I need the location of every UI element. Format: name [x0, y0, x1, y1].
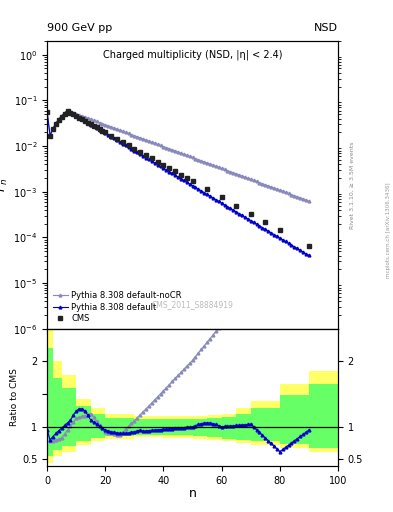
- CMS: [155, 159, 160, 165]
- CMS: [88, 121, 93, 127]
- CMS: [57, 117, 61, 123]
- CMS: [51, 126, 55, 132]
- CMS: [100, 127, 105, 134]
- Pythia 8.308 default: [115, 137, 119, 143]
- CMS: [234, 203, 239, 209]
- CMS: [126, 142, 131, 148]
- CMS: [94, 124, 99, 131]
- Pythia 8.308 default-noCR: [45, 109, 50, 115]
- CMS: [120, 139, 125, 145]
- Text: NSD: NSD: [314, 23, 338, 33]
- Pythia 8.308 default: [80, 116, 84, 122]
- CMS: [45, 109, 50, 115]
- Y-axis label: $P_n$: $P_n$: [0, 178, 11, 192]
- Pythia 8.308 default-noCR: [115, 126, 119, 132]
- CMS: [71, 112, 76, 118]
- CMS: [65, 108, 70, 114]
- Pythia 8.308 default-noCR: [269, 184, 274, 190]
- Text: mcplots.cern.ch [arXiv:1306.3436]: mcplots.cern.ch [arXiv:1306.3436]: [386, 183, 391, 278]
- CMS: [83, 118, 87, 124]
- CMS: [219, 195, 224, 201]
- CMS: [68, 110, 73, 116]
- Legend: Pythia 8.308 default-noCR, Pythia 8.308 default, CMS: Pythia 8.308 default-noCR, Pythia 8.308 …: [51, 289, 184, 325]
- Text: CMS_2011_S8884919: CMS_2011_S8884919: [152, 300, 233, 309]
- Pythia 8.308 default: [45, 109, 50, 115]
- CMS: [59, 114, 64, 120]
- CMS: [178, 172, 183, 178]
- Pythia 8.308 default-noCR: [301, 196, 305, 202]
- Text: 900 GeV pp: 900 GeV pp: [47, 23, 112, 33]
- CMS: [248, 210, 253, 217]
- Pythia 8.308 default: [307, 252, 311, 259]
- CMS: [205, 186, 209, 193]
- X-axis label: n: n: [189, 487, 196, 500]
- CMS: [62, 111, 67, 117]
- CMS: [86, 119, 90, 125]
- CMS: [80, 116, 84, 122]
- CMS: [132, 145, 137, 152]
- Pythia 8.308 default: [269, 230, 274, 236]
- Pythia 8.308 default: [304, 251, 309, 257]
- CMS: [184, 175, 189, 181]
- Pythia 8.308 default: [109, 134, 114, 140]
- Text: Charged multiplicity (NSD, |η| < 2.4): Charged multiplicity (NSD, |η| < 2.4): [103, 50, 282, 60]
- CMS: [97, 126, 102, 132]
- CMS: [48, 133, 52, 139]
- CMS: [115, 136, 119, 142]
- Pythia 8.308 default-noCR: [304, 197, 309, 203]
- CMS: [173, 168, 178, 175]
- CMS: [149, 155, 154, 161]
- CMS: [91, 123, 96, 129]
- Pythia 8.308 default: [301, 249, 305, 255]
- CMS: [109, 133, 114, 139]
- CMS: [144, 152, 149, 158]
- CMS: [74, 113, 79, 119]
- Pythia 8.308 default: [65, 108, 70, 114]
- Line: Pythia 8.308 default: Pythia 8.308 default: [46, 109, 310, 257]
- Pythia 8.308 default-noCR: [109, 124, 114, 130]
- CMS: [190, 178, 195, 184]
- CMS: [103, 130, 108, 136]
- CMS: [161, 162, 166, 168]
- Line: CMS: CMS: [45, 109, 311, 249]
- Pythia 8.308 default-noCR: [65, 108, 70, 114]
- Line: Pythia 8.308 default-noCR: Pythia 8.308 default-noCR: [46, 109, 310, 203]
- Pythia 8.308 default-noCR: [80, 113, 84, 119]
- Y-axis label: Rivet 3.1.10, ≥ 3.5M events: Rivet 3.1.10, ≥ 3.5M events: [350, 141, 354, 229]
- CMS: [53, 121, 58, 127]
- CMS: [77, 115, 81, 121]
- CMS: [277, 227, 282, 233]
- CMS: [138, 149, 143, 155]
- Pythia 8.308 default-noCR: [307, 198, 311, 204]
- Y-axis label: Ratio to CMS: Ratio to CMS: [10, 369, 19, 426]
- CMS: [263, 219, 268, 225]
- CMS: [307, 243, 311, 249]
- CMS: [167, 165, 172, 171]
